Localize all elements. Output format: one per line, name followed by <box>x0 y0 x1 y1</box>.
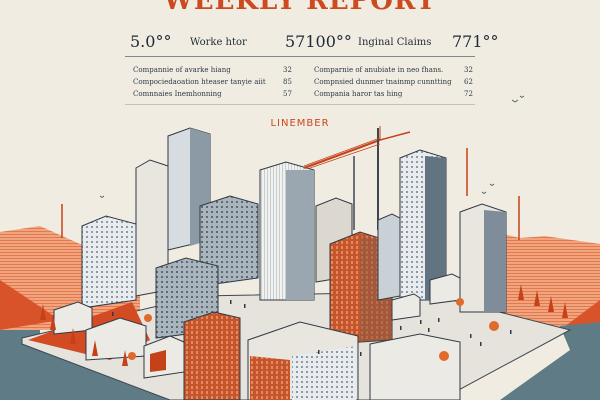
right-slope <box>560 300 600 330</box>
stat-value-2: 57100°° <box>285 32 352 51</box>
header-divider <box>125 56 475 57</box>
trees <box>40 284 568 366</box>
stat-label-1: Worke htor <box>190 37 247 48</box>
stat-label-2: Inginal Claims <box>358 37 432 48</box>
list-item-label: Comnnaies Inemhonning <box>133 90 222 98</box>
list-item-label: Compania haror tas hing <box>314 90 403 98</box>
list-item-value: 57 <box>283 90 292 98</box>
water-right <box>500 322 600 400</box>
crane <box>303 126 411 230</box>
stat-value-3: 771°° <box>452 32 499 51</box>
list-divider <box>125 104 475 105</box>
list-item-label: Compociedaoation hteaser tanyie aiit <box>133 78 266 86</box>
stat-value-1: 5.0°° <box>130 32 172 51</box>
list-item-value: 85 <box>283 78 292 86</box>
birds <box>99 95 525 198</box>
poles <box>61 148 520 240</box>
report-title: WEEKLY REPORT <box>163 0 437 16</box>
list-item-value: 32 <box>283 66 292 74</box>
stats-row: 5.0°° Worke htor 57100°° Inginal Claims … <box>0 32 600 56</box>
list-item-value: 32 <box>464 66 473 74</box>
list-item-value: 72 <box>464 90 473 98</box>
people <box>112 300 512 356</box>
section-label: LINEMBER <box>270 118 330 129</box>
list-item-label: Comparnie of anubiate in neo fhans. <box>314 66 444 74</box>
list-item-label: Compnsied dunmer tnainmp cunntting <box>314 78 452 86</box>
front-buildings <box>53 273 461 400</box>
mid-buildings <box>81 195 401 345</box>
list-item-label: Compannie of avarke hiang <box>133 66 231 74</box>
list-item-value: 62 <box>464 78 473 86</box>
